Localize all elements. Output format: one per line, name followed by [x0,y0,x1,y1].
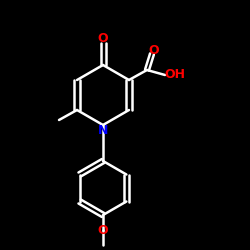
Text: O: O [149,44,159,57]
Text: N: N [98,124,108,136]
Text: OH: OH [164,68,186,82]
Text: O: O [98,32,108,46]
Text: O: O [98,224,108,236]
